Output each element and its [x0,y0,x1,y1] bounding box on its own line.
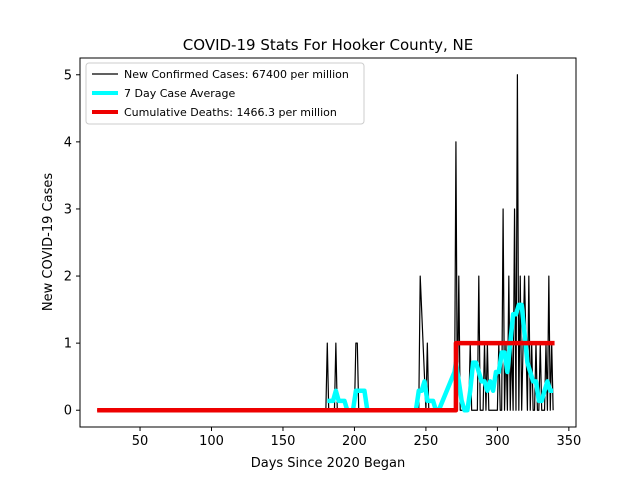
y-tick-label: 1 [64,337,72,352]
y-axis: 0 1 2 3 4 5 [64,68,80,419]
x-axis: 50 100 150 200 250 300 350 [132,427,581,449]
x-tick-label: 200 [342,434,367,449]
x-tick-label: 150 [271,434,296,449]
legend-box [85,62,365,125]
legend-label-cumulative-deaths: Cumulative Deaths: 1466.3 per million [124,106,337,119]
x-tick-label: 100 [199,434,224,449]
x-tick-label: 350 [556,434,581,449]
y-tick-label: 5 [64,68,72,83]
series-line-1 [327,302,554,413]
x-tick-label: 300 [485,434,510,449]
series-line-2 [97,340,555,413]
plot-frame [79,57,577,428]
legend-label-new-cases: New Confirmed Cases: 67400 per million [124,68,349,81]
series-line-0 [97,74,554,411]
x-tick-label: 250 [413,434,438,449]
y-tick-label: 0 [64,404,72,419]
legend-label-7day-average: 7 Day Case Average [124,87,236,100]
y-tick-label: 4 [64,135,72,150]
y-tick-label: 2 [64,270,72,285]
chart-title: COVID-19 Stats For Hooker County, NE [183,36,473,54]
y-tick-label: 3 [64,202,72,217]
series-layer [97,74,555,413]
y-axis-label: New COVID-19 Cases [41,173,56,311]
plot-area [79,57,577,428]
x-axis-label: Days Since 2020 Began [251,456,406,471]
legend: New Confirmed Cases: 67400 per million 7… [85,62,365,125]
x-tick-label: 50 [132,434,149,449]
